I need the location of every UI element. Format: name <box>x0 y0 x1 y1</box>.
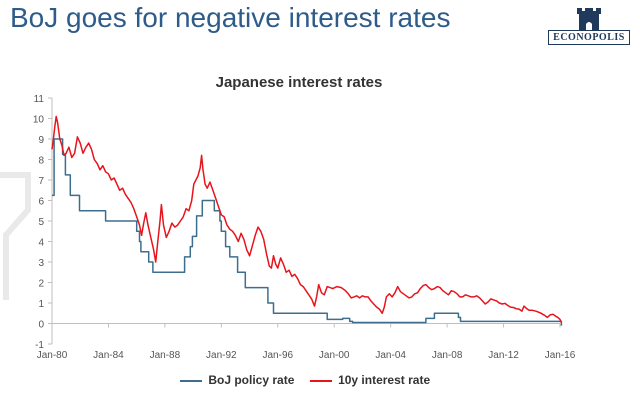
legend-swatch <box>180 379 202 382</box>
y-tick-label: 10 <box>33 115 45 126</box>
series-line-policy-rate <box>52 138 563 326</box>
y-tick-label: -1 <box>35 340 44 351</box>
legend-label: 10y interest rate <box>338 372 431 387</box>
y-tick-label: 1 <box>38 299 44 310</box>
y-tick-label: 8 <box>38 156 44 167</box>
x-tick-label: Jan-88 <box>150 350 181 361</box>
series-line-10y-rate <box>51 115 563 323</box>
legend-item-10y-rate: 10y interest rate <box>309 372 431 387</box>
decorative-outline <box>0 172 31 300</box>
y-tick-label: 0 <box>38 320 44 331</box>
legend-item-policy-rate: BoJ policy rate <box>180 373 294 387</box>
legend-swatch <box>309 379 332 382</box>
legend-label: BoJ policy rate <box>208 372 295 387</box>
x-tick-label: Jan-84 <box>93 350 124 361</box>
y-tick-label: 3 <box>38 258 44 269</box>
slide-title: BoJ goes for negative interest rates <box>10 2 451 33</box>
x-tick-label: Jan-16 <box>545 350 576 361</box>
logo-text: ECONOPOLIS <box>548 30 630 45</box>
x-tick-label: Jan-96 <box>262 350 293 361</box>
y-tick-label: 6 <box>38 197 44 208</box>
y-tick-label: 7 <box>38 176 44 187</box>
econopolis-logo: ECONOPOLIS <box>548 8 630 46</box>
y-tick-label: 11 <box>34 94 45 105</box>
y-tick-label: 2 <box>38 279 44 290</box>
y-tick-label: 4 <box>38 238 44 249</box>
x-tick-label: Jan-04 <box>375 350 406 361</box>
plot-area: -1 0 1 2 3 4 5 6 7 8 9 10 11 Jan-80 Jan-84 Jan-88 Jan-92… <box>33 94 576 361</box>
x-tick-label: Jan-08 <box>432 350 463 361</box>
x-tick-label: Jan-00 <box>319 350 350 361</box>
x-tick-label: Jan-92 <box>206 350 237 361</box>
chart-legend: BoJ policy rate 10y interest rate <box>180 372 442 390</box>
chart-title: Japanese interest rates <box>215 74 383 91</box>
y-tick-label: 5 <box>38 217 44 228</box>
x-tick-label: Jan-12 <box>488 350 519 361</box>
y-tick-label: 9 <box>38 135 44 146</box>
x-tick-label: Jan-80 <box>37 350 68 361</box>
tower-icon <box>577 8 601 32</box>
